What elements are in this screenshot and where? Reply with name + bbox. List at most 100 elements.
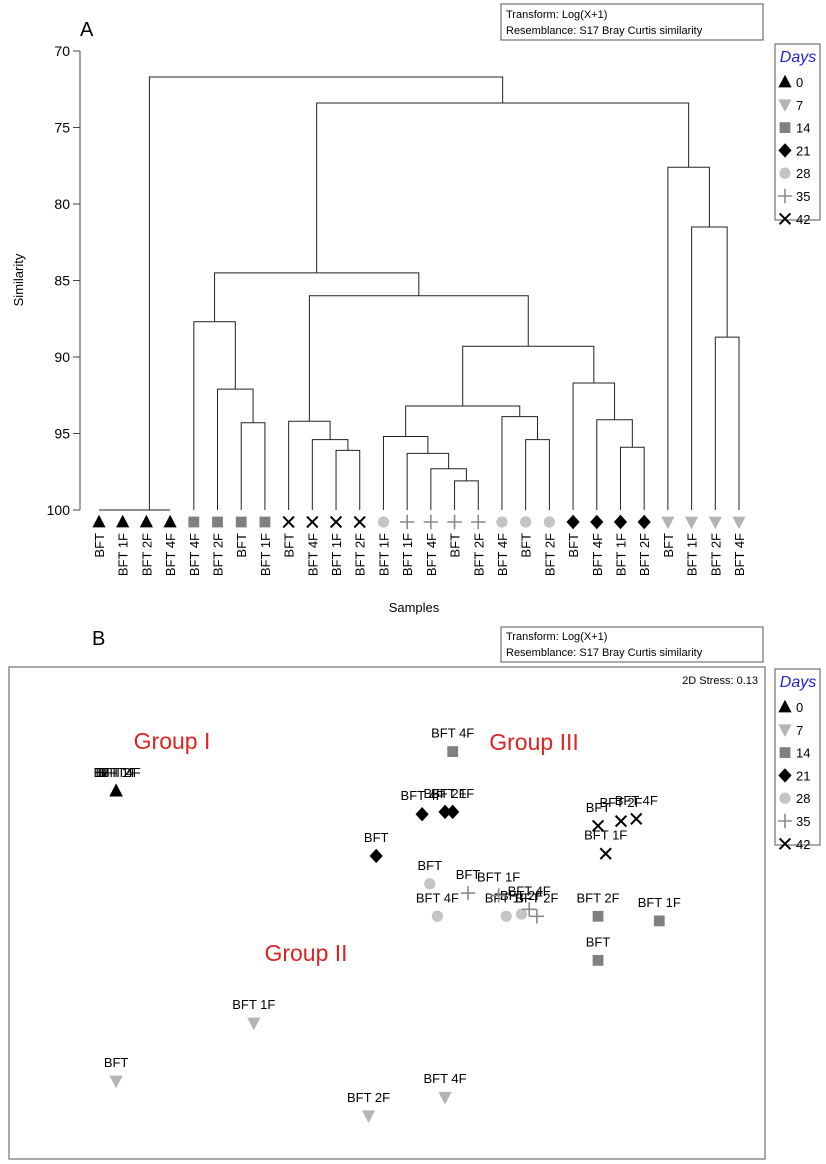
leaf-label: BFT 1F <box>116 533 131 576</box>
y-tick-label: 95 <box>54 426 70 442</box>
point-label: BFT 4F <box>615 793 658 808</box>
leaf-marker <box>163 514 177 528</box>
leaf-marker <box>353 515 366 529</box>
point-label: BFT <box>104 1055 129 1070</box>
leaf-label: BFT 4F <box>163 533 178 576</box>
legend-item-label: 0 <box>796 700 803 715</box>
point-label: BFT <box>101 765 126 780</box>
point-label: BFT 4F <box>416 890 459 905</box>
group-ii-label: Group II <box>264 940 347 966</box>
point-marker <box>591 819 605 832</box>
legend-item-label: 14 <box>796 121 810 136</box>
leaf-marker <box>590 514 604 530</box>
dendrogram-link <box>501 416 539 510</box>
legend-marker <box>778 99 792 112</box>
legend-item-label: 42 <box>796 837 810 852</box>
point-label: BFT <box>364 830 389 845</box>
dendrogram-link <box>572 382 616 510</box>
leaf-marker <box>661 516 675 530</box>
legend-marker <box>778 212 792 225</box>
point-marker <box>431 910 444 922</box>
point-marker <box>446 804 460 820</box>
point-marker <box>438 804 452 820</box>
y-tick-label: 75 <box>54 120 70 136</box>
dendrogram-link <box>148 76 504 510</box>
legend-title: Days <box>780 674 816 691</box>
legend-item-label: 21 <box>796 143 810 158</box>
dendrogram-link <box>217 388 254 510</box>
leaf-label: BFT <box>519 533 534 558</box>
leaf-marker <box>329 515 343 529</box>
point-marker <box>491 888 506 903</box>
point-label: BFT 1F <box>485 890 528 905</box>
point-marker <box>109 783 123 797</box>
point-label: BFT 2F <box>423 786 466 801</box>
point-label: BFT 1F <box>638 895 681 910</box>
leaf-marker <box>613 514 628 530</box>
dendrogram-link <box>667 166 710 510</box>
point-label: BFT 1F <box>232 997 275 1012</box>
info-box-b: Transform: Log(X+1) Resemblance: S17 Bra… <box>500 626 764 663</box>
point-marker <box>500 910 512 922</box>
legend-item-label: 0 <box>796 75 803 90</box>
resemblance-text-a: Resemblance: S17 Bray Curtis similarity <box>506 25 703 37</box>
leaf-marker <box>423 514 439 530</box>
y-tick-label: 80 <box>54 196 70 212</box>
legend-marker <box>779 747 791 758</box>
legend-b: Days 0 7 14 21 28 35 42 <box>774 668 821 852</box>
legend-item-label: 21 <box>796 768 810 783</box>
leaf-label: BFT 2F <box>353 533 368 576</box>
legend-item-label: 7 <box>796 723 803 738</box>
leaf-label: BFT <box>282 533 297 558</box>
leaf-marker <box>92 514 106 528</box>
point-label: BFT 2F <box>347 1090 390 1105</box>
point-label: BFT 2F <box>576 890 619 905</box>
y-tick-label: 85 <box>54 273 70 289</box>
dendrogram-leaves: BFT BFT 1F BFT 2F BFT 4F BFT 4F BFT 2F BFT BFT … <box>92 514 747 576</box>
legend-item-label: 7 <box>796 98 803 113</box>
leaf-marker <box>259 516 271 528</box>
point-label: BFT <box>417 858 442 873</box>
point-label: BFT <box>456 867 481 882</box>
point-label: BFT 1F <box>477 869 520 884</box>
point-marker <box>109 1075 123 1089</box>
point-marker <box>460 885 476 901</box>
point-label: BFT 2F <box>500 888 543 903</box>
legend-title: Days <box>780 49 816 66</box>
point-marker <box>415 807 429 822</box>
point-marker <box>599 847 612 860</box>
leaf-label: BFT 2F <box>708 533 723 576</box>
mds-panel: B Transform: Log(X+1) Resemblance: S17 B… <box>8 626 821 1160</box>
point-marker <box>438 1091 452 1105</box>
dendrogram-link <box>525 439 550 510</box>
point-marker <box>369 848 383 864</box>
stress-text: 2D Stress: 0.13 <box>682 675 758 687</box>
transform-text-b: Transform: Log(X+1) <box>506 631 607 643</box>
leaf-label: BFT 2F <box>471 533 486 576</box>
point-marker <box>522 902 537 917</box>
point-label: BFT <box>586 800 611 815</box>
leaf-marker <box>116 514 130 528</box>
leaf-marker <box>188 516 200 528</box>
point-marker <box>630 812 643 825</box>
mds-plot-frame <box>8 666 766 1160</box>
legend-marker <box>778 837 792 850</box>
leaf-label: BFT 4F <box>495 533 510 576</box>
leaf-label: BFT 1F <box>329 533 344 576</box>
point-marker <box>592 954 604 966</box>
y-tick-label: 90 <box>54 349 70 365</box>
dendrogram-link <box>335 449 361 510</box>
panel-a-label: A <box>80 19 94 41</box>
dendrogram-link <box>214 272 420 322</box>
leaf-label: BFT 1F <box>400 533 415 576</box>
dendrogram-tree <box>99 76 740 511</box>
point-label: BFT 4F <box>98 765 141 780</box>
point-label: BFT 2F <box>599 795 642 810</box>
dendrogram-link <box>430 468 467 510</box>
legend-marker <box>779 167 791 179</box>
point-marker <box>592 910 604 922</box>
leaf-label: BFT <box>234 533 249 558</box>
point-marker <box>614 815 628 828</box>
